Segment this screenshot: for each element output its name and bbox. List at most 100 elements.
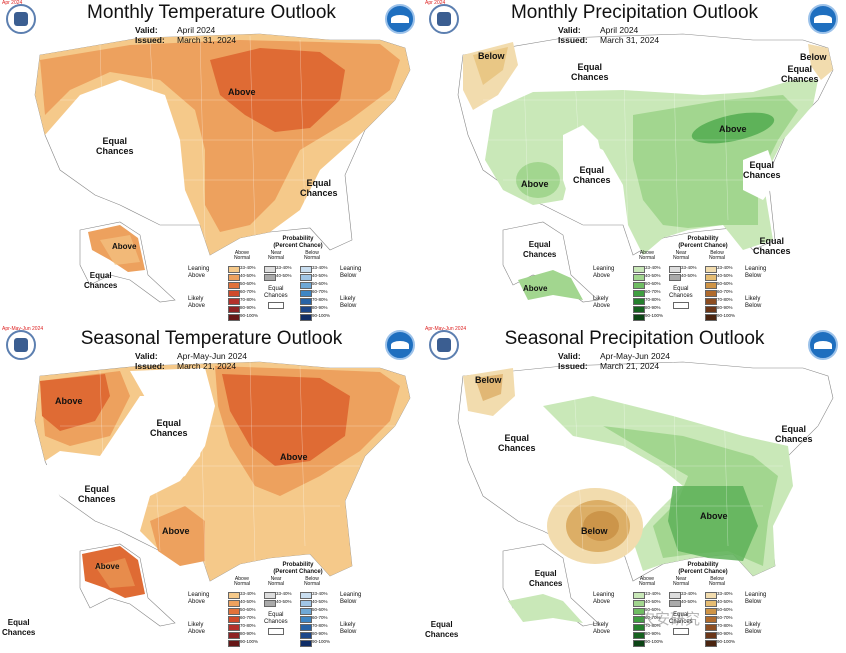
map-label-above-alaska: Above xyxy=(112,242,137,251)
map-label-equal-chances: Equal Chances xyxy=(300,178,338,198)
issued-label: Issued: xyxy=(558,361,588,371)
legend-swatch-below xyxy=(300,616,312,623)
legend-swatch-below xyxy=(300,282,312,289)
panel-seasonal-temperature: Apr-May-Jun 2024 Seasonal Temperature Ou… xyxy=(0,326,423,652)
legend-swatch-below xyxy=(300,290,312,297)
legend-swatch-below xyxy=(300,632,312,639)
map-label-below: Below xyxy=(478,51,505,61)
legend-swatch-near xyxy=(264,600,276,607)
legend-bin-above: 33-40% xyxy=(240,591,256,596)
legend-bin-above: 90-100% xyxy=(645,639,664,644)
legend-likely-above: Likely Above xyxy=(188,622,206,635)
legend-swatch-below xyxy=(705,624,717,631)
map-label-above: Above xyxy=(700,511,728,521)
map-label-above: Above xyxy=(280,452,308,462)
legend-swatch-above xyxy=(228,282,240,289)
legend-bin-below: 90-100% xyxy=(312,313,331,318)
map-label-equal-chances: Equal Chances xyxy=(78,484,116,504)
valid-label: Valid: xyxy=(135,25,158,35)
map-label-above-alaska: Above xyxy=(523,284,548,293)
legend-bin-above: 50-60% xyxy=(240,281,256,286)
corner-date-text: Apr-May-Jun 2024 xyxy=(2,326,44,332)
legend-bin-above: 80-90% xyxy=(645,305,661,310)
legend-bin-above: 90-100% xyxy=(240,313,259,318)
legend-bin-above: 70-80% xyxy=(240,297,256,302)
legend-swatch-below xyxy=(300,608,312,615)
map-label-below: Below xyxy=(800,52,827,62)
legend-bin-below: 80-90% xyxy=(312,305,328,310)
legend-swatch-below xyxy=(300,274,312,281)
legend-bin-below: 90-100% xyxy=(312,639,331,644)
map-label-above: Above xyxy=(55,396,83,406)
valid-issued-info: Valid: April 2024 Issued: March 31, 2024 xyxy=(558,25,659,45)
legend-swatch-below xyxy=(705,282,717,289)
legend-swatch-above xyxy=(633,290,645,297)
legend-bin-above: 80-90% xyxy=(240,631,256,636)
legend-near-header: Near Normal xyxy=(267,250,285,261)
legend-swatch-below xyxy=(705,298,717,305)
legend-leaning-above: Leaning Above xyxy=(593,592,615,605)
issued-label: Issued: xyxy=(135,35,165,45)
map-seasonal-precipitation xyxy=(457,361,834,627)
legend-swatch-below xyxy=(705,616,717,623)
legend: Probability (Percent Chance) Above Normal… xyxy=(188,236,398,324)
legend-bin-above: 33-40% xyxy=(645,265,661,270)
legend: Probability (Percent Chance) Above Normal… xyxy=(188,562,398,650)
legend-bin-below: 50-60% xyxy=(717,281,733,286)
legend-swatch-above xyxy=(633,282,645,289)
legend-swatch-above xyxy=(228,624,240,631)
legend-bin-below: 50-60% xyxy=(717,607,733,612)
legend-bin-below: 80-90% xyxy=(717,631,733,636)
legend-bin-below: 70-80% xyxy=(717,297,733,302)
panel-seasonal-precipitation: Apr-May-Jun 2024 Seasonal Precipitation … xyxy=(423,326,846,652)
legend-swatch-below xyxy=(300,640,312,647)
legend-swatch-above xyxy=(228,640,240,647)
legend-likely-below: Likely Below xyxy=(340,296,357,309)
legend-equal-chances: Equal Chances xyxy=(264,286,288,299)
map-label-equal-chances-alaska: Equal Chances xyxy=(523,240,557,259)
legend-leaning-above: Leaning Above xyxy=(188,266,210,279)
corner-date-text: Apr 2024 xyxy=(2,0,23,6)
legend-bin-near: 40-50% xyxy=(681,273,697,278)
legend-swatch-above xyxy=(633,616,645,623)
legend-leaning-below: Leaning Below xyxy=(745,266,767,279)
legend-swatch-above xyxy=(228,616,240,623)
legend-swatch-above xyxy=(633,298,645,305)
legend-bin-near: 33-40% xyxy=(276,591,292,596)
legend-below-header: Below Normal xyxy=(303,576,321,587)
legend-title: Probability (Percent Chance) xyxy=(273,236,323,249)
legend-swatch-above xyxy=(633,632,645,639)
issued-value: March 21, 2024 xyxy=(177,361,237,371)
legend-bin-below: 60-70% xyxy=(312,289,328,294)
legend-swatch-equal xyxy=(673,628,689,635)
legend-bin-below: 70-80% xyxy=(312,297,328,302)
legend-swatch-above xyxy=(633,306,645,313)
legend-bin-near: 40-50% xyxy=(276,599,292,604)
panel-monthly-precipitation: Apr 2024 Monthly Precipitation Outlook V… xyxy=(423,0,846,326)
valid-issued-info: Valid: Apr-May-Jun 2024 Issued: March 21, … xyxy=(135,351,247,371)
legend-swatch-below xyxy=(705,592,717,599)
legend-title: Probability (Percent Chance) xyxy=(678,562,728,575)
legend-bin-below: 90-100% xyxy=(717,639,736,644)
panel-title: Seasonal Temperature Outlook xyxy=(80,328,343,349)
legend-bin-near: 40-50% xyxy=(276,273,292,278)
map-label-equal-chances: Equal Chances xyxy=(743,160,781,180)
legend-swatch-above xyxy=(633,608,645,615)
legend-swatch-below xyxy=(300,600,312,607)
map-label-equal-chances: Equal Chances xyxy=(573,165,611,185)
legend-swatch-above xyxy=(633,640,645,647)
map-label-equal-chances-alaska: Equal Chances xyxy=(84,271,118,290)
legend-bin-below: 50-60% xyxy=(312,281,328,286)
legend-bin-above: 33-40% xyxy=(240,265,256,270)
legend-swatch-above xyxy=(228,274,240,281)
legend-swatch-above xyxy=(633,592,645,599)
panel-title: Seasonal Precipitation Outlook xyxy=(504,328,765,349)
legend-likely-above: Likely Above xyxy=(593,622,611,635)
map-label-equal-chances: Equal Chances xyxy=(753,236,791,256)
legend-bin-above: 60-70% xyxy=(645,615,661,620)
legend-bin-below: 33-40% xyxy=(312,265,328,270)
legend-bin-above: 70-80% xyxy=(240,623,256,628)
legend-bin-near: 40-50% xyxy=(681,599,697,604)
issued-value: March 31, 2024 xyxy=(177,35,237,45)
map-label-above: Above xyxy=(521,179,549,189)
